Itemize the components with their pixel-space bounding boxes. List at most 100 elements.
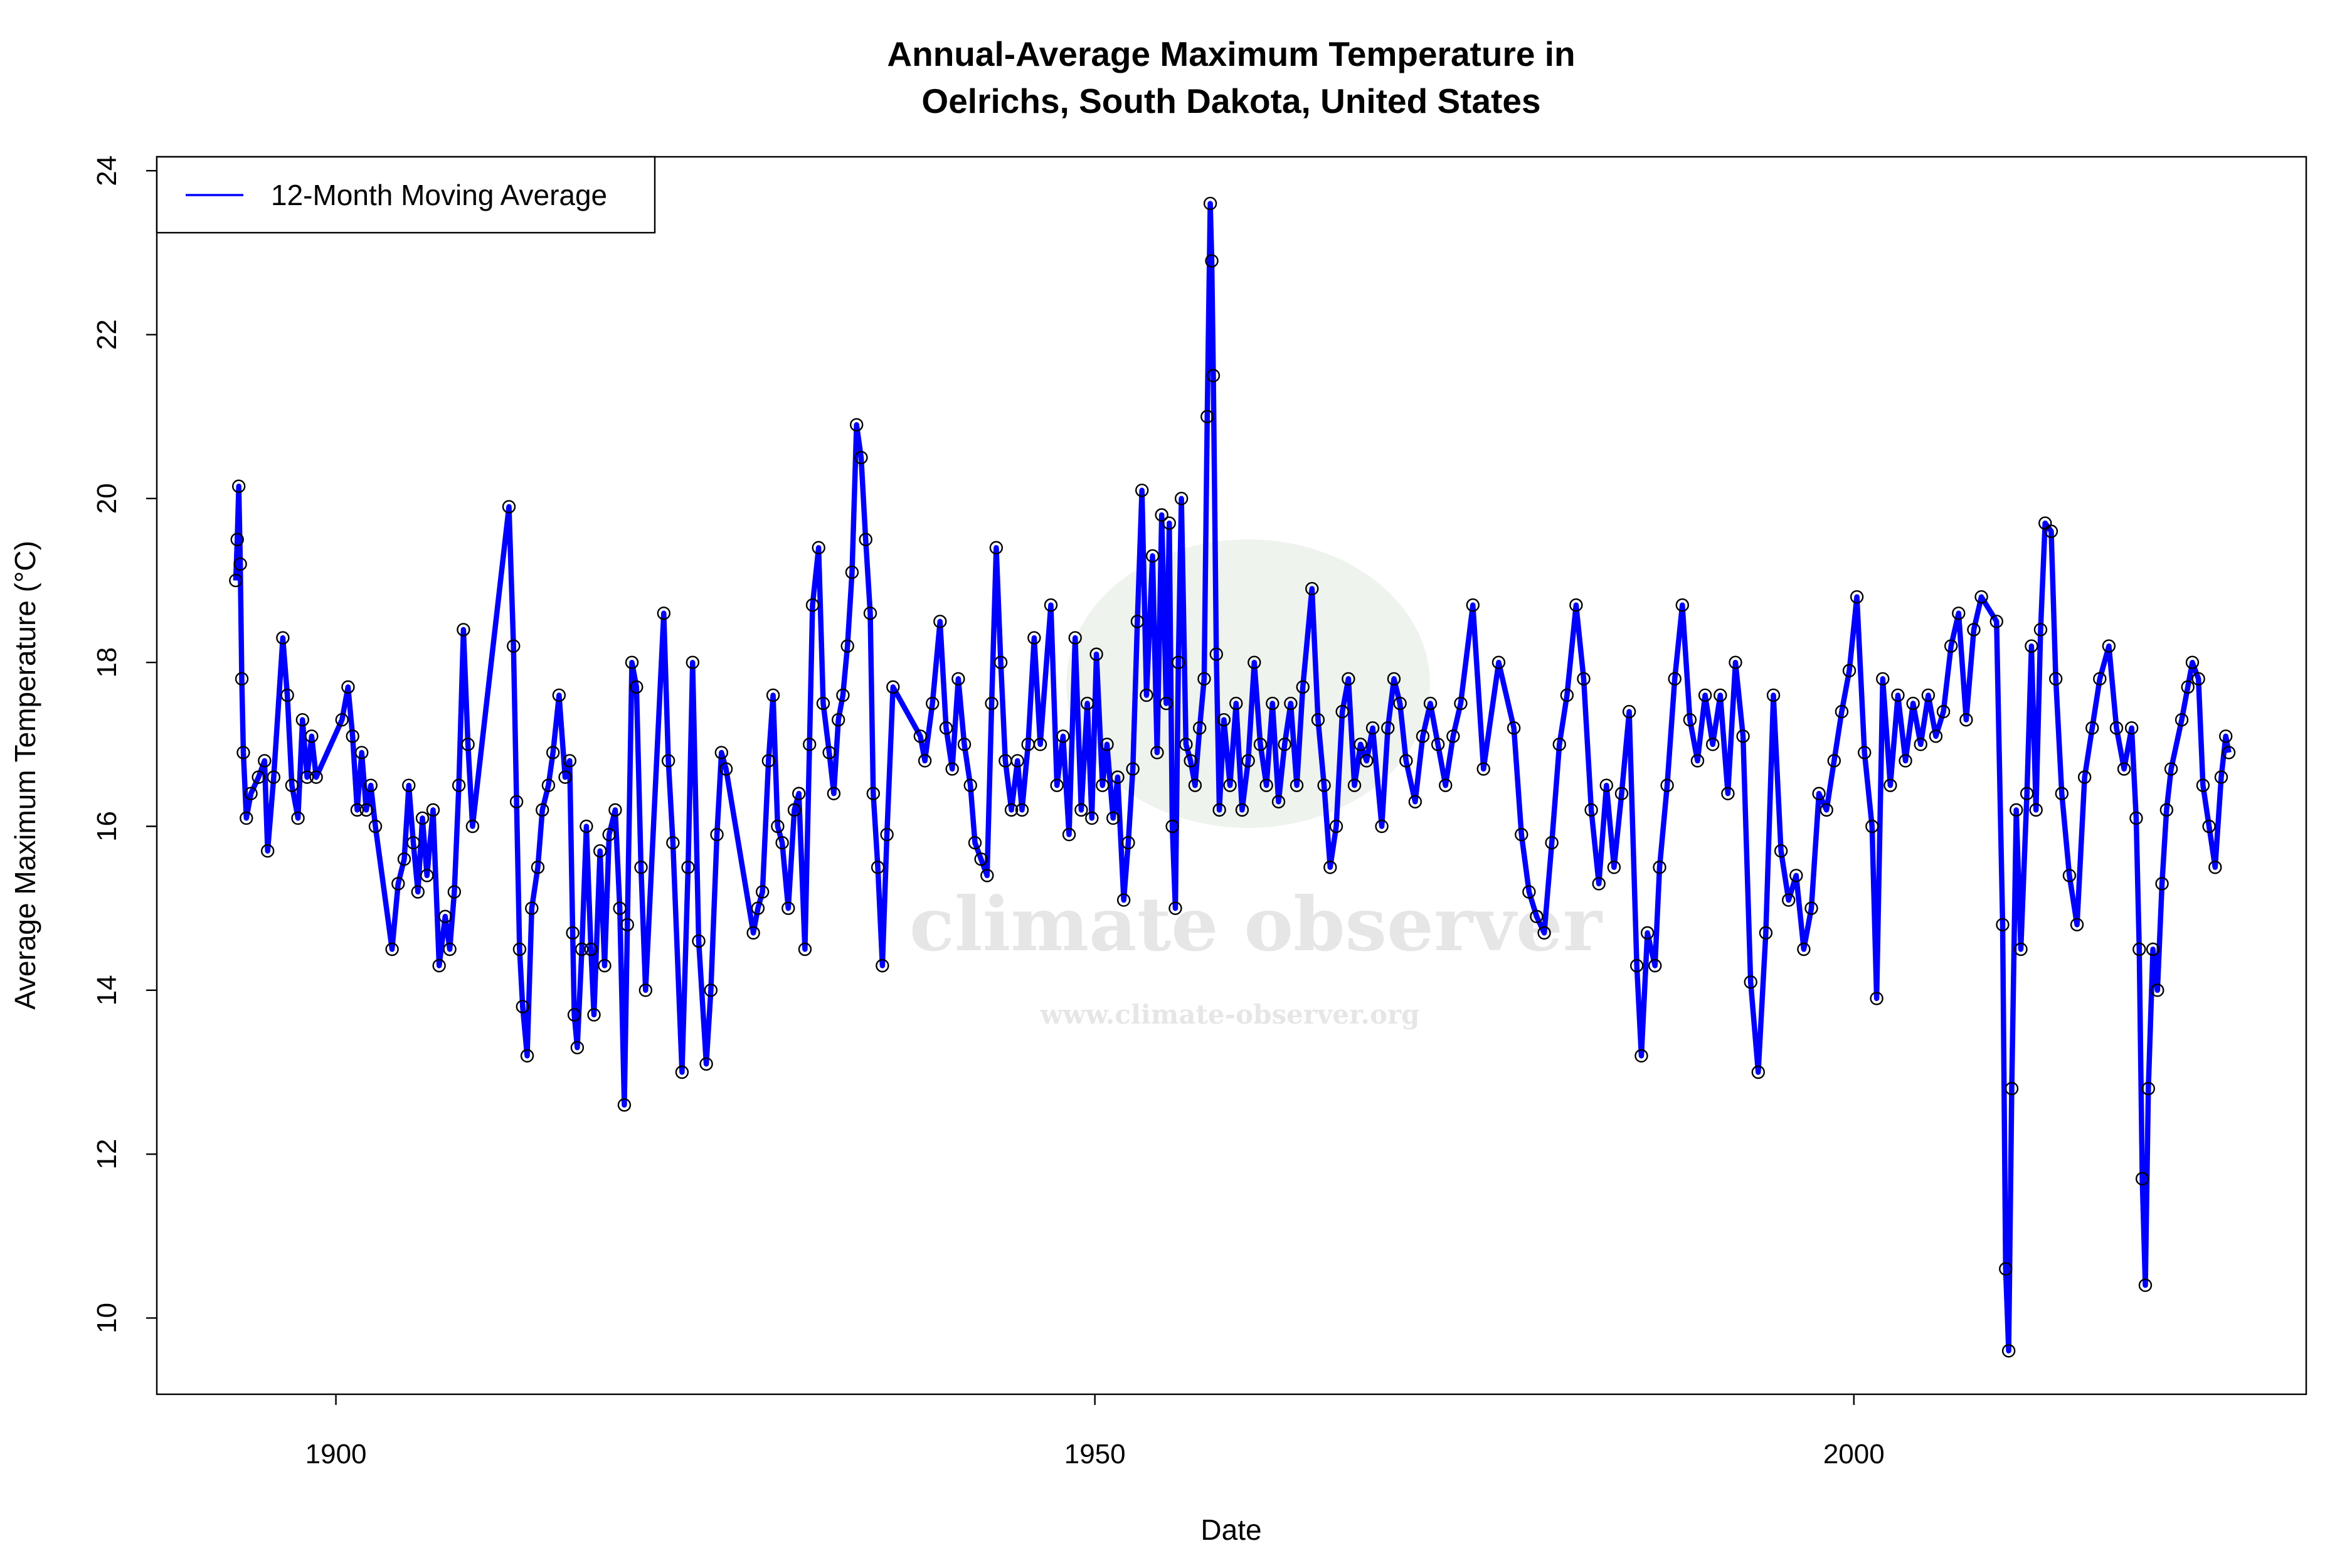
data-point: [236, 746, 250, 760]
data-point: [1284, 696, 1298, 711]
data-point: [699, 1057, 713, 1071]
data-point: [989, 541, 1004, 554]
data-point: [1159, 696, 1173, 711]
data-point: [1491, 655, 1506, 669]
data-point: [1121, 835, 1135, 850]
data-point: [1323, 861, 1337, 874]
data-point: [1089, 647, 1103, 661]
data-point: [1360, 754, 1374, 768]
data-point: [385, 942, 399, 956]
data-point: [1168, 901, 1182, 915]
data-point: [1342, 672, 1355, 686]
data-point: [1804, 901, 1818, 915]
data-point: [2151, 983, 2164, 997]
data-point: [1782, 893, 1796, 907]
chart-title: Annual-Average Maximum Temperature in: [887, 34, 1575, 73]
data-point: [2102, 639, 2116, 653]
data-point: [634, 861, 648, 874]
data-point: [608, 803, 622, 817]
data-point: [775, 835, 789, 850]
data-point: [1929, 729, 1943, 743]
data-point: [1317, 778, 1331, 792]
data-point: [766, 688, 780, 702]
data-point: [719, 762, 733, 776]
data-point: [771, 819, 785, 834]
data-point: [1797, 942, 1811, 956]
data-point: [1899, 754, 1912, 768]
data-point: [1145, 549, 1160, 563]
data-point: [1140, 688, 1153, 702]
data-point: [993, 655, 1008, 669]
data-point: [1431, 738, 1445, 751]
data-point: [1217, 712, 1231, 727]
data-point: [1622, 704, 1636, 719]
data-point: [1188, 778, 1202, 792]
data-point: [630, 680, 644, 694]
data-point: [1062, 827, 1076, 842]
data-point: [1759, 926, 1773, 940]
data-point: [761, 754, 776, 768]
y-tick-label: 16: [92, 811, 122, 842]
data-point: [1278, 738, 1291, 751]
data-point: [252, 770, 265, 784]
data-point: [260, 844, 275, 858]
data-point: [1522, 885, 1536, 899]
data-point: [657, 607, 671, 620]
data-point: [335, 712, 349, 727]
data-point: [1096, 778, 1110, 792]
data-point: [2129, 811, 2143, 825]
data-point: [1074, 803, 1088, 817]
data-point: [1690, 754, 1705, 768]
legend-label: 12-Month Moving Average: [271, 179, 607, 211]
data-point: [397, 852, 411, 866]
data-point: [1130, 615, 1145, 628]
data-point: [1876, 672, 1890, 686]
data-point: [1721, 787, 1735, 800]
data-point: [1056, 729, 1070, 743]
data-point: [2001, 1344, 2016, 1358]
data-point: [1205, 254, 1219, 268]
data-point: [457, 623, 470, 637]
data-point: [280, 688, 294, 702]
x-tick-label: 2000: [1823, 1439, 1885, 1470]
data-point: [1200, 410, 1214, 423]
data-point: [805, 598, 820, 612]
data-point: [1044, 598, 1058, 612]
watermark-url: www.climate-observer.org: [1040, 999, 1420, 1030]
data-point: [1883, 778, 1897, 792]
data-point: [2135, 1172, 2149, 1186]
data-point: [1607, 861, 1621, 874]
data-point: [541, 778, 556, 792]
data-point: [831, 712, 845, 727]
data-point: [661, 754, 675, 768]
data-point: [531, 861, 545, 874]
data-point: [1820, 803, 1833, 817]
data-point: [1952, 607, 1966, 620]
data-point: [1974, 590, 1988, 604]
data-point: [1126, 762, 1140, 776]
data-point: [1914, 738, 1927, 751]
data-point: [2159, 803, 2174, 817]
data-point: [536, 803, 549, 817]
data-point: [827, 787, 841, 800]
data-point: [566, 926, 580, 940]
data-point: [854, 450, 868, 465]
data-point: [1399, 754, 1413, 768]
x-tick-label: 1900: [305, 1439, 367, 1470]
data-point: [918, 754, 932, 768]
data-point: [1116, 893, 1131, 907]
data-point: [2164, 762, 2178, 776]
series-line: [233, 201, 2232, 1353]
data-point: [1515, 827, 1528, 842]
data-point: [974, 852, 988, 866]
data-point: [1552, 738, 1566, 751]
data-point: [2138, 1278, 2153, 1292]
data-point: [567, 1008, 581, 1022]
data-point: [2155, 877, 2169, 891]
data-point: [447, 885, 462, 899]
data-point: [1454, 696, 1468, 711]
data-point: [2062, 869, 2077, 882]
data-point: [1744, 975, 1757, 989]
data-point: [1858, 746, 1872, 760]
